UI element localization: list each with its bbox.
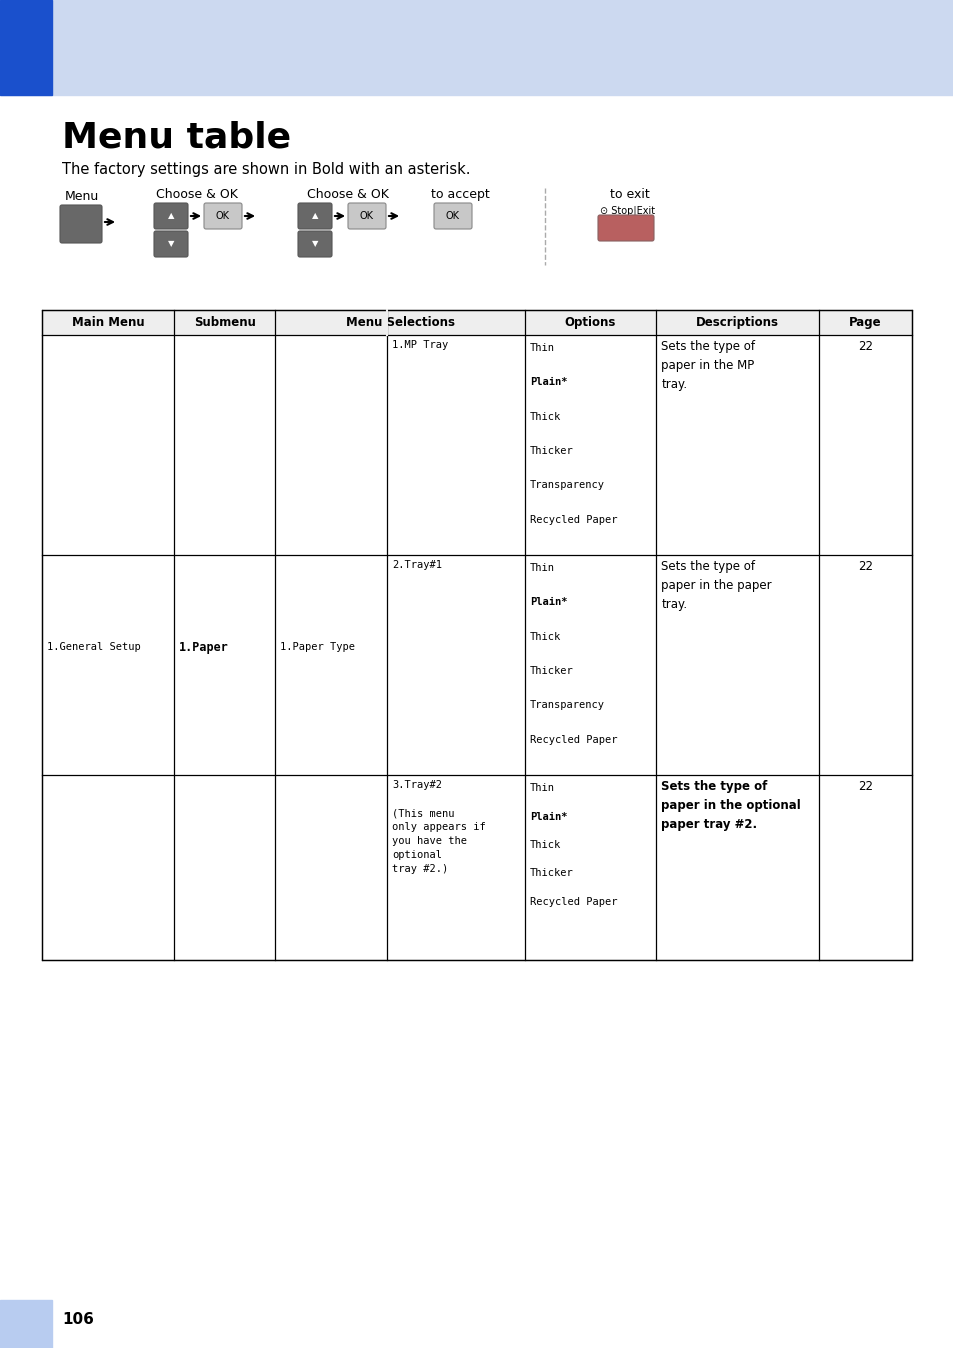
Text: to exit: to exit: [610, 187, 649, 201]
Text: Menu table: Menu table: [62, 120, 291, 154]
FancyBboxPatch shape: [297, 204, 332, 229]
Text: to accept: to accept: [430, 187, 489, 201]
Ellipse shape: [625, 249, 643, 264]
Text: Sets the type of
paper in the MP
tray.: Sets the type of paper in the MP tray.: [660, 340, 755, 391]
FancyBboxPatch shape: [434, 204, 472, 229]
FancyBboxPatch shape: [204, 204, 242, 229]
Text: Transparency: Transparency: [529, 701, 604, 710]
Ellipse shape: [359, 240, 377, 253]
Text: 1.General Setup: 1.General Setup: [47, 643, 141, 652]
Bar: [0, 1299, 52, 1348]
Text: Thicker: Thicker: [529, 666, 573, 675]
Text: Options: Options: [564, 315, 616, 329]
Text: 106: 106: [62, 1313, 93, 1328]
Text: Page: Page: [848, 315, 881, 329]
Text: 1.MP Tray: 1.MP Tray: [392, 340, 448, 350]
Ellipse shape: [215, 240, 233, 253]
Text: Menu Selections: Menu Selections: [345, 315, 454, 329]
Text: ▼: ▼: [168, 240, 174, 248]
Text: Plain*: Plain*: [529, 811, 567, 821]
FancyBboxPatch shape: [153, 204, 188, 229]
Text: Thick: Thick: [529, 840, 560, 851]
Text: Plain*: Plain*: [529, 377, 567, 387]
Text: Submenu: Submenu: [193, 315, 255, 329]
Bar: [0, 0, 953, 94]
Text: ▼: ▼: [312, 240, 318, 248]
Text: OK: OK: [446, 212, 459, 221]
Text: ⊙ Stop|Exit: ⊙ Stop|Exit: [599, 205, 655, 216]
FancyBboxPatch shape: [598, 214, 654, 241]
Text: Transparency: Transparency: [529, 480, 604, 491]
Text: The factory settings are shown in Bold with an asterisk.: The factory settings are shown in Bold w…: [62, 162, 470, 177]
FancyBboxPatch shape: [297, 231, 332, 257]
Text: Menu: Menu: [65, 190, 99, 204]
Text: Choose & OK: Choose & OK: [156, 187, 237, 201]
Text: 22: 22: [857, 559, 872, 573]
Text: 1.Paper: 1.Paper: [179, 642, 229, 654]
Text: Thin: Thin: [529, 563, 555, 573]
Bar: [42, 310, 911, 336]
Text: Recycled Paper: Recycled Paper: [529, 896, 617, 907]
Text: 3.Tray#2

(This menu
only appears if
you have the
optional
tray #2.): 3.Tray#2 (This menu only appears if you …: [392, 780, 486, 874]
Text: OK: OK: [215, 212, 230, 221]
Text: Sets the type of
paper in the paper
tray.: Sets the type of paper in the paper tray…: [660, 559, 771, 611]
Text: ▲: ▲: [312, 212, 318, 221]
Text: Thin: Thin: [529, 342, 555, 353]
Text: ▲: ▲: [168, 212, 174, 221]
Text: Descriptions: Descriptions: [696, 315, 779, 329]
Text: 22: 22: [857, 780, 872, 793]
Text: OK: OK: [359, 212, 374, 221]
Text: Sets the type of
paper in the optional
paper tray #2.: Sets the type of paper in the optional p…: [660, 780, 801, 830]
FancyBboxPatch shape: [60, 205, 102, 243]
Text: Recycled Paper: Recycled Paper: [529, 515, 617, 524]
Text: Main Menu: Main Menu: [71, 315, 144, 329]
Bar: [0, 0, 52, 94]
Bar: [42, 310, 911, 960]
Text: Plain*: Plain*: [529, 597, 567, 608]
Text: 1.Paper Type: 1.Paper Type: [280, 643, 355, 652]
Text: Thick: Thick: [529, 411, 560, 422]
Text: Thick: Thick: [529, 632, 560, 642]
Text: Thin: Thin: [529, 783, 555, 793]
FancyBboxPatch shape: [153, 231, 188, 257]
Text: Thicker: Thicker: [529, 446, 573, 456]
Text: 2.Tray#1: 2.Tray#1: [392, 559, 442, 570]
Text: Choose & OK: Choose & OK: [307, 187, 389, 201]
Text: Recycled Paper: Recycled Paper: [529, 735, 617, 744]
Text: Thicker: Thicker: [529, 868, 573, 879]
FancyBboxPatch shape: [348, 204, 386, 229]
Text: 22: 22: [857, 340, 872, 353]
Ellipse shape: [449, 240, 467, 253]
